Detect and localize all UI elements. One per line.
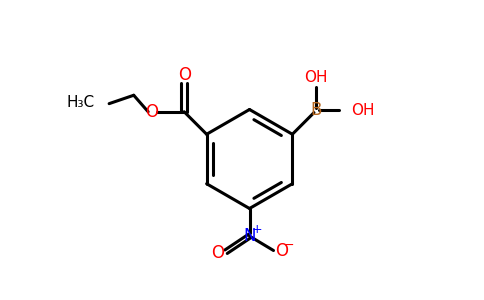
Text: B: B xyxy=(311,101,322,119)
Text: OH: OH xyxy=(351,103,374,118)
Text: O: O xyxy=(211,244,224,262)
Text: N: N xyxy=(243,227,256,245)
Text: O: O xyxy=(145,103,158,121)
Text: −: − xyxy=(284,238,294,252)
Text: O: O xyxy=(275,242,288,260)
Text: OH: OH xyxy=(304,70,328,85)
Text: O: O xyxy=(178,66,191,84)
Text: +: + xyxy=(252,223,263,236)
Text: H₃C: H₃C xyxy=(67,95,95,110)
